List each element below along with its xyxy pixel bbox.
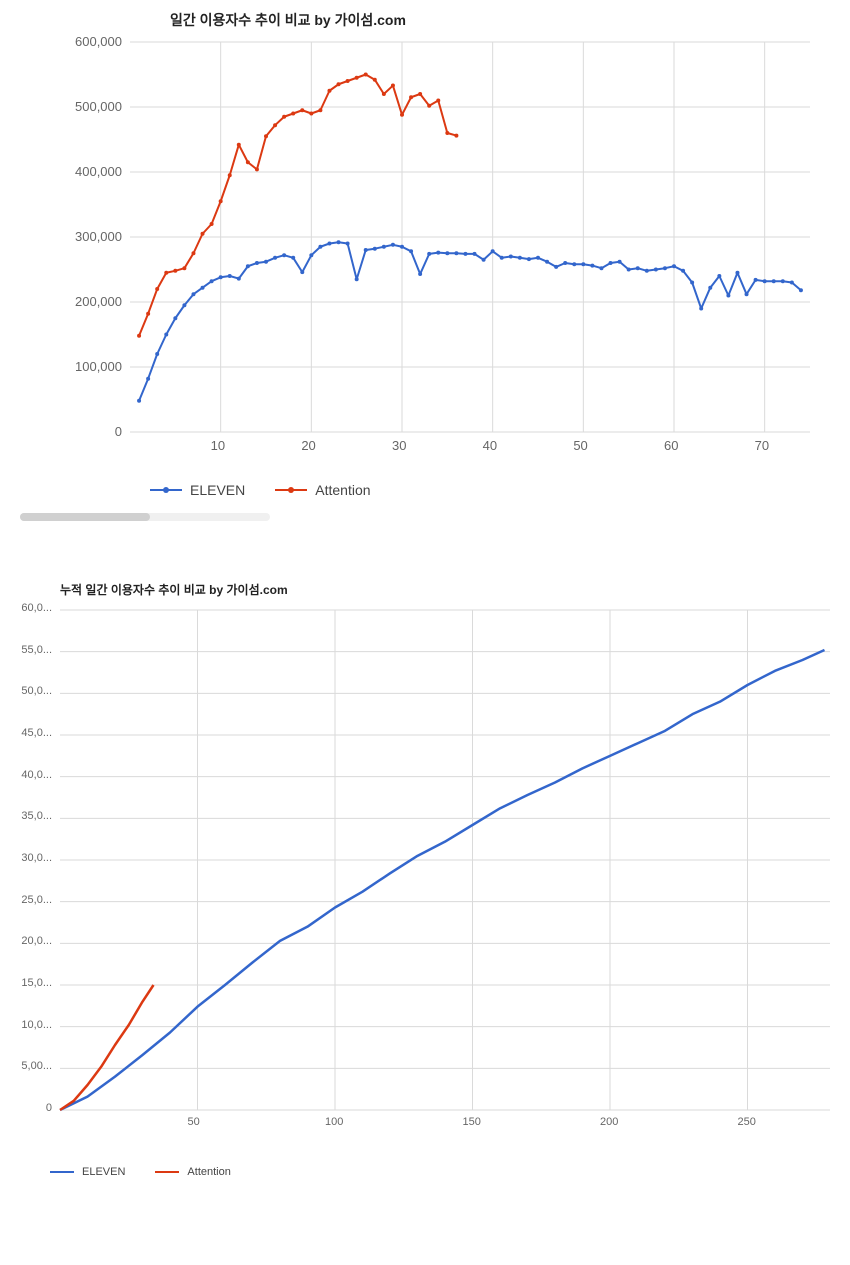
cumulative-users-chart: 누적 일간 이용자수 추이 비교 by 가이섬.com 0 5,00... 10,0… [0, 521, 850, 1198]
y-axis-label: 100,000 [75, 359, 122, 374]
legend-swatch [275, 489, 307, 491]
x-axis-label: 10 [211, 438, 225, 453]
y-axis-label: 200,000 [75, 294, 122, 309]
x-axis-label: 50 [188, 1116, 200, 1128]
y-axis-label: 600,000 [75, 34, 122, 49]
y-axis-label: 55,0... [21, 644, 52, 656]
x-axis-label: 200 [600, 1116, 618, 1128]
y-axis-label: 15,0... [21, 977, 52, 989]
y-axis-label: 300,000 [75, 229, 122, 244]
legend-item: Attention [155, 1166, 230, 1178]
x-axis-label: 30 [392, 438, 406, 453]
y-axis-label: 0 [46, 1102, 52, 1114]
legend-item: ELEVEN [150, 482, 245, 498]
x-axis-label: 20 [301, 438, 315, 453]
legend-label: Attention [315, 482, 370, 498]
y-axis-label: 500,000 [75, 99, 122, 114]
y-axis-label: 40,0... [21, 769, 52, 781]
scrollbar-thumb[interactable] [20, 513, 150, 521]
y-axis-label: 45,0... [21, 727, 52, 739]
x-axis-label: 40 [483, 438, 497, 453]
y-axis-label: 5,00... [21, 1060, 52, 1072]
legend-label: Attention [187, 1166, 230, 1178]
y-axis-label: 50,0... [21, 685, 52, 697]
legend-label: ELEVEN [190, 482, 245, 498]
legend-item: Attention [275, 482, 370, 498]
y-axis-label: 400,000 [75, 164, 122, 179]
y-axis-label: 60,0... [21, 602, 52, 614]
chart2-title: 누적 일간 이용자수 추이 비교 by 가이섬.com [60, 581, 835, 598]
chart1-plot-area: 0 100,000 200,000 300,000 400,000 500,000 600,… [20, 34, 810, 462]
horizontal-scrollbar[interactable] [20, 513, 270, 521]
x-axis-label: 60 [664, 438, 678, 453]
chart2-plot-area: 0 5,00... 10,0... 15,0... 20,0... 25,0... 30,0… [15, 604, 830, 1136]
legend-label: ELEVEN [82, 1166, 125, 1178]
legend-swatch [50, 1171, 74, 1173]
x-axis-label: 70 [755, 438, 769, 453]
y-axis-label: 10,0... [21, 1019, 52, 1031]
x-axis-label: 150 [463, 1116, 481, 1128]
y-axis-label: 0 [115, 424, 122, 439]
legend-swatch [155, 1171, 179, 1173]
x-axis-label: 50 [573, 438, 587, 453]
y-axis-label: 30,0... [21, 852, 52, 864]
chart1-legend: ELEVEN Attention [150, 482, 830, 498]
legend-swatch [150, 489, 182, 491]
y-axis-label: 20,0... [21, 935, 52, 947]
y-axis-label: 35,0... [21, 810, 52, 822]
daily-users-chart: 일간 이용자수 추이 비교 by 가이섬.com 0 100,000 200,000… [0, 0, 850, 521]
x-axis-label: 250 [738, 1116, 756, 1128]
x-axis-label: 100 [325, 1116, 343, 1128]
chart1-title: 일간 이용자수 추이 비교 by 가이섬.com [170, 10, 830, 30]
y-axis-label: 25,0... [21, 894, 52, 906]
legend-item: ELEVEN [50, 1166, 125, 1178]
chart2-legend: ELEVEN Attention [50, 1166, 835, 1178]
